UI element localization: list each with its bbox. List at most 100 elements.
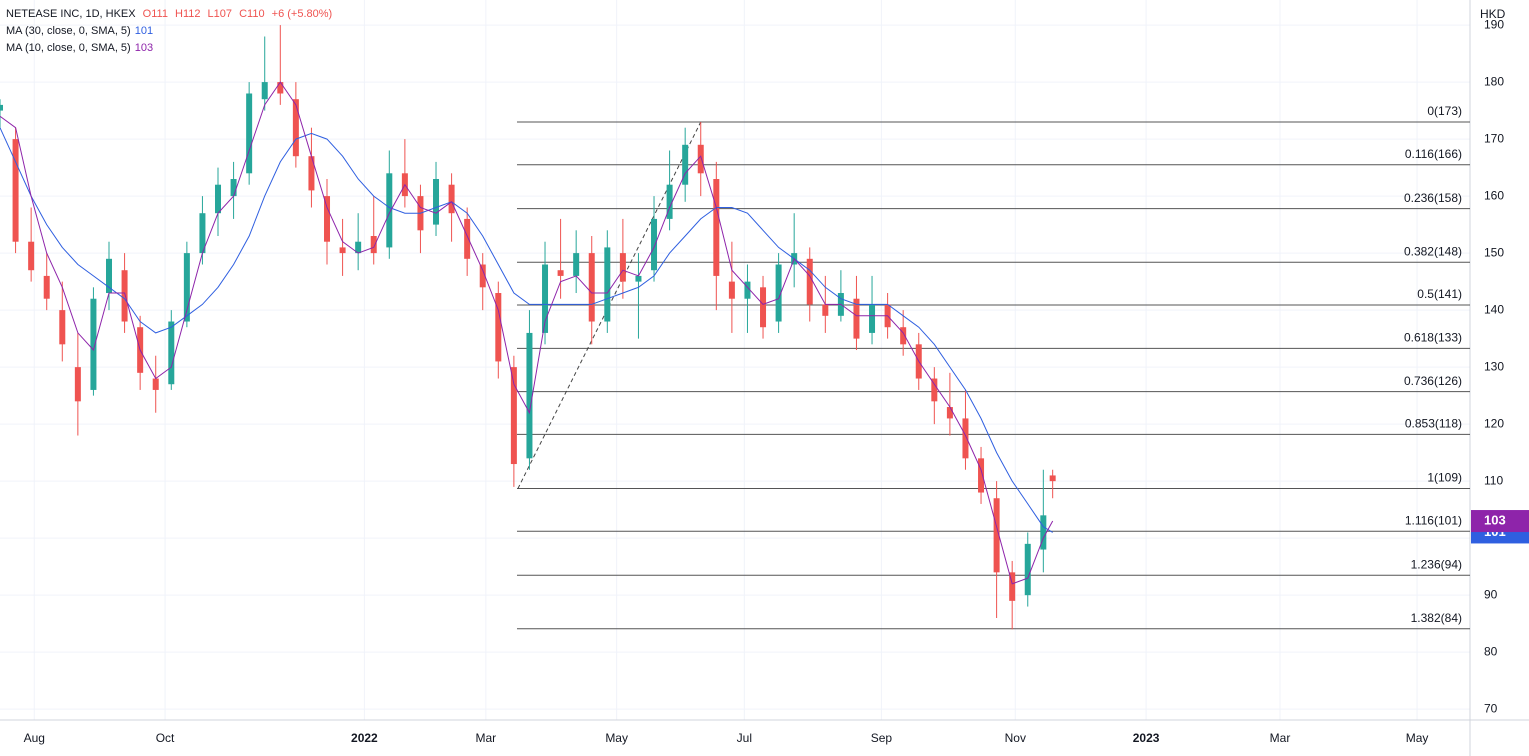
candle-body: [760, 287, 767, 328]
ma-line: [0, 81, 1054, 585]
candle-body: [900, 327, 907, 345]
fib-label: 0.382(148): [1404, 244, 1462, 258]
candle-body: [28, 241, 35, 271]
currency-label: HKD: [1480, 7, 1506, 21]
candle-body: [199, 213, 206, 254]
candle-body: [978, 458, 985, 493]
fib-label: 0.618(133): [1404, 330, 1462, 344]
candle-body: [744, 281, 751, 299]
y-tick-label: 180: [1484, 74, 1504, 88]
x-tick-label: Jul: [737, 731, 752, 745]
legend-value: 103: [134, 42, 154, 54]
y-tick-label: 70: [1484, 701, 1498, 715]
candle-body: [573, 253, 580, 276]
fib-label: 0.853(118): [1405, 417, 1462, 431]
legend-value: 101: [134, 25, 154, 37]
candle-body: [12, 139, 19, 242]
x-tick-label: Oct: [156, 731, 175, 745]
y-tick-label: 130: [1484, 359, 1504, 373]
y-tick-label: 160: [1484, 188, 1504, 202]
candle-body: [0, 104, 3, 111]
candle-body: [962, 418, 969, 459]
candle-body: [713, 179, 720, 276]
fib-label: 0.5(141): [1417, 287, 1462, 301]
legend-row: MA (30, close, 0, SMA, 5) 101: [6, 23, 336, 40]
fib-label: 0.236(158): [1404, 191, 1462, 205]
candle-body: [246, 93, 253, 174]
price-tag: [1471, 510, 1529, 533]
candle-body: [292, 99, 299, 157]
candle-body: [43, 275, 50, 299]
y-tick-label: 140: [1484, 302, 1504, 316]
candle-body: [464, 218, 471, 259]
candle-body: [121, 270, 128, 322]
candle-body: [355, 241, 362, 254]
legend: NETEASE INC, 1D, HKEX O111 H112 L107 C11…: [6, 6, 336, 57]
price-tag-label: 103: [1484, 512, 1506, 527]
candle-body: [90, 298, 97, 390]
candle-body: [588, 253, 595, 322]
symbol: NETEASE INC, 1D, HKEX: [6, 8, 136, 20]
x-tick-label: Aug: [24, 731, 45, 745]
candle-body: [635, 275, 642, 282]
x-tick-label: Nov: [1005, 731, 1026, 745]
y-tick-label: 190: [1484, 17, 1504, 31]
legend-row: MA (10, close, 0, SMA, 5) 103: [6, 40, 336, 57]
candle-body: [308, 156, 315, 191]
candle-body: [495, 293, 502, 362]
candle-body: [775, 264, 782, 322]
x-tick-label: 2023: [1133, 731, 1160, 745]
fib-label: 1.382(84): [1411, 611, 1462, 625]
quote: C110: [239, 8, 265, 20]
x-tick-label: 2022: [351, 731, 378, 745]
fib-label: 0(173): [1427, 104, 1462, 118]
candle-body: [510, 367, 517, 465]
candle-body: [74, 367, 81, 402]
candle-body: [666, 184, 673, 219]
fib-label: 1.236(94): [1411, 557, 1462, 571]
candle-body: [651, 218, 658, 271]
candle-body: [277, 82, 284, 94]
candle-body: [433, 179, 440, 225]
y-tick-label: 80: [1484, 644, 1498, 658]
fib-label: 0.116(166): [1405, 147, 1462, 161]
candle-body: [1009, 572, 1016, 601]
candle-body: [183, 253, 190, 322]
fib-label: 1(109): [1427, 471, 1462, 485]
x-tick-label: Mar: [476, 731, 497, 745]
candle-body: [152, 378, 159, 390]
candle-body: [993, 498, 1000, 573]
candle-body: [370, 236, 377, 254]
quote: +6 (+5.80%): [271, 8, 333, 20]
x-tick-label: May: [1406, 731, 1429, 745]
candle-body: [479, 264, 486, 288]
candle-body: [526, 332, 533, 459]
quote: O111: [142, 8, 168, 20]
candle-body: [557, 270, 564, 276]
x-tick-label: May: [605, 731, 628, 745]
candle-body: [230, 179, 237, 197]
candle-body: [168, 321, 175, 385]
fib-label: 1.116(101): [1405, 513, 1462, 527]
y-tick-label: 150: [1484, 245, 1504, 259]
candle-body: [728, 281, 735, 299]
header-row: NETEASE INC, 1D, HKEX O111 H112 L107 C11…: [6, 6, 336, 23]
y-tick-label: 120: [1484, 416, 1504, 430]
y-tick-label: 170: [1484, 131, 1504, 145]
candle-body: [822, 304, 829, 316]
candle-body: [106, 258, 113, 294]
candle-body: [619, 253, 626, 282]
candle-body: [853, 298, 860, 339]
candle-body: [806, 258, 813, 305]
y-tick-label: 110: [1484, 473, 1503, 487]
fib-label: 0.736(126): [1404, 374, 1462, 388]
legend-name: MA (10, close, 0, SMA, 5): [6, 42, 131, 54]
ma-line: [0, 127, 1053, 533]
candle-body: [448, 184, 455, 214]
candle-body: [386, 173, 393, 248]
candle-body: [682, 144, 689, 185]
candle-body: [604, 247, 611, 322]
candle-body: [931, 378, 938, 402]
candle-body: [1049, 475, 1056, 482]
